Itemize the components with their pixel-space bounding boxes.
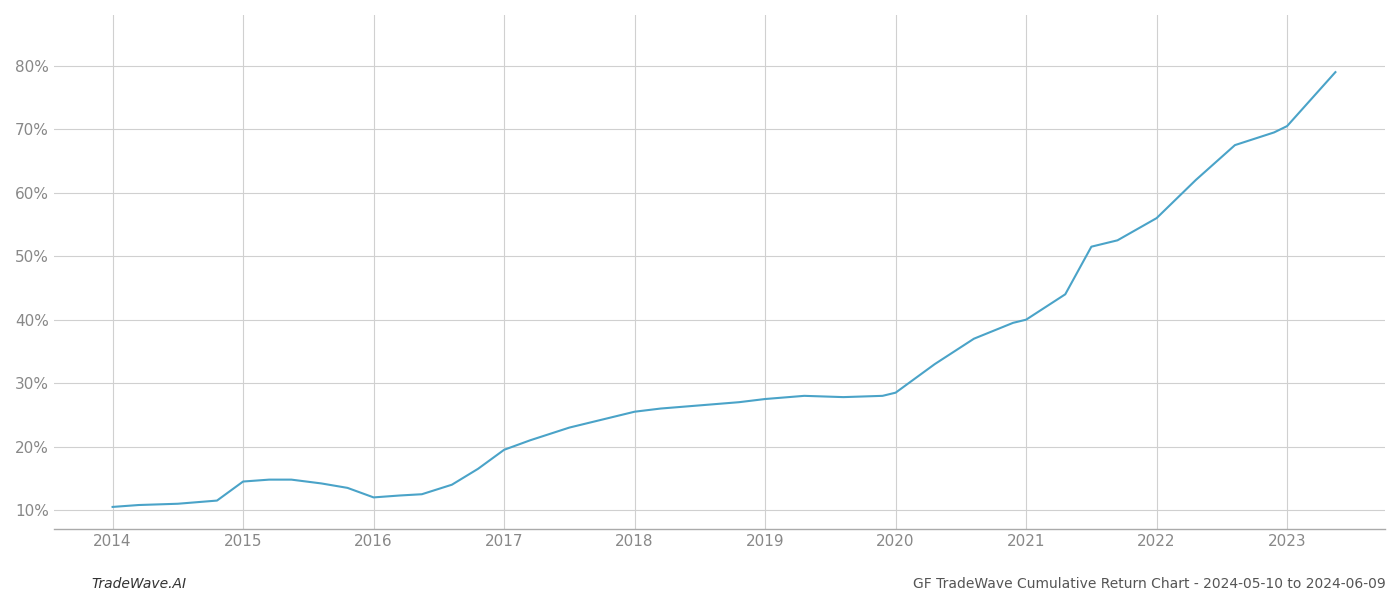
Text: TradeWave.AI: TradeWave.AI (91, 577, 186, 591)
Text: GF TradeWave Cumulative Return Chart - 2024-05-10 to 2024-06-09: GF TradeWave Cumulative Return Chart - 2… (913, 577, 1386, 591)
